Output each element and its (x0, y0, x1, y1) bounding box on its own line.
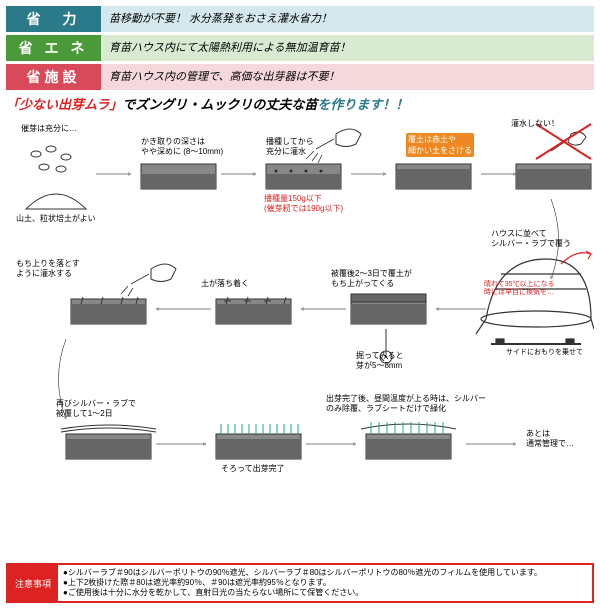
no-water-icon (536, 124, 591, 159)
note-9: 土が落ち着く (201, 279, 249, 289)
note-5: 播種量150g以下 (催芽籾では190g以下) (264, 194, 343, 213)
tagline-part-3: を作ります！！ (317, 97, 408, 112)
footer-line-3: ●ご使用後は十分に水分を乾かして、直射日光の当たらない場所にて保管ください。 (63, 588, 587, 598)
note-3: かき取りの深さは やや深めに (8～10mm) (141, 137, 223, 156)
note-12: ハウスに並べて シルバー・ラブで覆う (491, 229, 571, 248)
note-16: そろって出芽完了 (221, 464, 285, 474)
tray-sprouted (216, 424, 301, 459)
step-seeds-icon (31, 146, 71, 172)
banner-3-label: 省施設 (6, 64, 101, 90)
banner-row: 省施設 育苗ハウス内の管理で、高価な出芽器は不要！ (6, 64, 594, 90)
note-1: 催芽は充分に… (21, 124, 77, 134)
note-2: 山土、粒状培土がよい (16, 214, 96, 224)
note-15: 再びシルバー・ラブで 被覆して1～2日 (56, 399, 136, 418)
tray-2 (266, 164, 341, 189)
note-8: もち上りを落とす ように灌水する (16, 259, 80, 278)
note-7: 覆土は赤土や 細かい土をさける (406, 133, 474, 157)
note-18: あとは 通常管理で… (526, 429, 574, 448)
watering-icon (306, 129, 361, 163)
banner-row: 省 エ ネ 育苗ハウス内にて太陽熱利用による無加温育苗！ (6, 35, 594, 61)
diagram-svg (6, 119, 594, 559)
banner-2-label: 省 エ ネ (6, 35, 101, 61)
tray-4 (516, 164, 591, 189)
tagline-part-2: でズングリ・ムックリの丈夫な苗 (122, 97, 317, 112)
tray-3 (396, 164, 471, 189)
tray-covered (61, 425, 156, 459)
banner-1-label: 省 力 (6, 6, 101, 32)
footer-caution: 注意事項 ●シルバーラブ＃90はシルバーポリトウの90％遮光、シルバーラブ＃80… (6, 563, 594, 603)
process-diagram: 催芽は充分に… 山土、粒状培土がよい かき取りの深さは やや深めに (8～10m… (6, 119, 594, 559)
note-6: 灌水しない！ (511, 119, 559, 129)
tray-watered (71, 297, 146, 324)
tray-1 (141, 164, 216, 189)
watering-2-icon (121, 264, 176, 296)
tray-settled (216, 297, 291, 324)
note-11: 掘ってみると 芽が5～8mm (356, 351, 404, 370)
tagline: 「少ない出芽ムラ」でズングリ・ムックリの丈夫な苗を作ります！！ (6, 94, 594, 113)
footer-label: 注意事項 (8, 565, 58, 601)
note-14: サイドにおもりを乗せて (506, 349, 583, 357)
banner-1-text: 苗移動が不要！ 水分蒸発をおさえ灌水省力！ (101, 6, 594, 32)
soil-mound-icon (26, 194, 86, 209)
note-17: 出芽完了後、昼間温度が上る時は、シルバー のみ除覆、ラブシートだけで緑化 (326, 394, 486, 413)
tagline-part-1: 「少ない出芽ムラ」 (6, 97, 122, 112)
banner-2-text: 育苗ハウス内にて太陽熱利用による無加温育苗！ (101, 35, 594, 61)
footer-line-2: ●上下2枚掛けた際＃80は遮光率約90％、＃90は遮光率約95％となります。 (63, 578, 587, 588)
banner-row: 省 力 苗移動が不要！ 水分蒸発をおさえ灌水省力！ (6, 6, 594, 32)
footer-line-1: ●シルバーラブ＃90はシルバーポリトウの90％遮光、シルバーラブ＃80はシルバー… (63, 568, 587, 578)
note-13: 晴れて35℃以上になる 時には早目に換気を… (484, 281, 555, 298)
tray-green (361, 422, 456, 459)
note-10: 被覆後2～3日で覆土が もち上がってくる (331, 269, 412, 288)
footer-text: ●シルバーラブ＃90はシルバーポリトウの90％遮光、シルバーラブ＃80はシルバー… (58, 565, 592, 601)
note-4: 播種してから 充分に灌水 (266, 137, 314, 156)
banner-3-text: 育苗ハウス内の管理で、高価な出芽器は不要！ (101, 64, 594, 90)
